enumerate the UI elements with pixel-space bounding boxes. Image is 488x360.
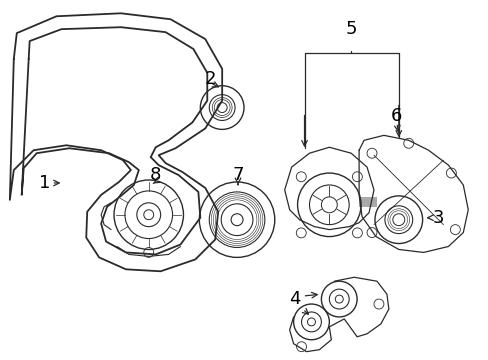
Bar (358, 197, 376, 207)
Text: 6: 6 (390, 107, 402, 125)
Text: 2: 2 (204, 70, 216, 88)
Text: 5: 5 (345, 20, 356, 38)
Text: 7: 7 (232, 166, 244, 184)
Text: 4: 4 (288, 290, 300, 308)
Text: 3: 3 (432, 209, 443, 227)
Text: 1: 1 (39, 174, 50, 192)
Text: 8: 8 (150, 166, 161, 184)
